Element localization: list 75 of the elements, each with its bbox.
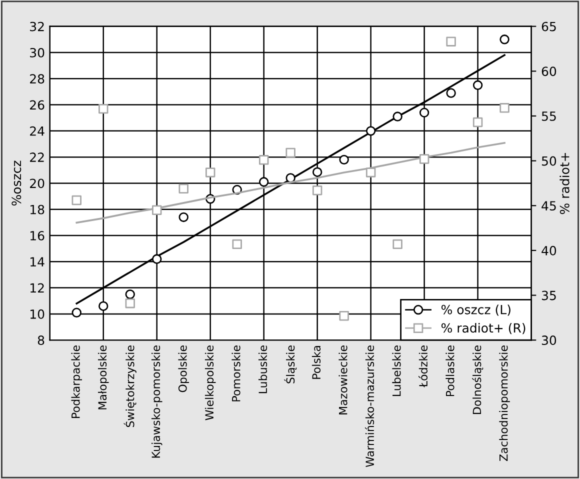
- x-tick-label: Łódzkie: [418, 346, 428, 388]
- x-tick-label: Opolskie: [178, 346, 189, 392]
- y2-tick-label: 55: [542, 112, 556, 121]
- point: [446, 88, 456, 98]
- point: [312, 167, 322, 177]
- x-tick-label: Lubuskie: [258, 346, 268, 394]
- y-tick-label: 10: [30, 309, 44, 319]
- x-tick-label: Warmińsko-mazurskie: [364, 346, 374, 468]
- y-axis-title: %oszcz: [12, 160, 22, 206]
- x-tick-label: Podlaskie: [446, 346, 454, 396]
- point: [312, 186, 322, 196]
- x-tick-label: Mazowieckie: [338, 346, 348, 414]
- line-series: [76, 142, 506, 224]
- y2-tick-label: 65: [542, 22, 556, 32]
- y2-tick-label: 40: [542, 246, 556, 256]
- x-tick-label: Śląskie: [284, 346, 297, 384]
- y2-tick-label: 35: [542, 290, 556, 300]
- point: [72, 195, 82, 206]
- y-tick-label: 18: [30, 204, 44, 214]
- point: [366, 168, 376, 178]
- y-tick-label: 30: [30, 48, 44, 58]
- y2-tick-label: 50: [542, 156, 556, 166]
- x-tick-label: Świętokrzyskie: [124, 346, 136, 427]
- point: [125, 298, 135, 308]
- x-tick-label: Dolnośląskie: [472, 346, 484, 414]
- point: [98, 301, 108, 311]
- point: [178, 184, 188, 194]
- point: [472, 117, 483, 128]
- y-tick-label: 14: [30, 257, 44, 266]
- x-tick-label: Pomorskie: [232, 346, 240, 402]
- y-tick-label: 20: [30, 178, 44, 188]
- point: [258, 177, 269, 187]
- y-tick-label: 28: [30, 74, 44, 84]
- point: [419, 154, 430, 164]
- point: [152, 254, 162, 264]
- y-tick-label: 26: [30, 100, 44, 110]
- point: [339, 311, 349, 321]
- x-tick-label: Małopolskie: [98, 346, 109, 410]
- point: [500, 103, 510, 113]
- y-tick-label: 8: [38, 336, 44, 346]
- point: [125, 289, 135, 300]
- point: [446, 36, 456, 46]
- y2-tick-label: 45: [542, 201, 556, 211]
- point: [392, 239, 402, 250]
- point: [258, 155, 269, 165]
- x-tick-label: Polska: [312, 346, 321, 379]
- point: [232, 239, 242, 250]
- y-tick-label: 22: [30, 152, 44, 162]
- x-tick-label: Wielkopolskie: [204, 346, 216, 420]
- y2-tick-label: 60: [542, 66, 556, 76]
- point: [366, 126, 376, 136]
- point: [392, 112, 402, 122]
- point: [286, 173, 296, 183]
- y-tick-label: 32: [30, 22, 44, 32]
- point: [98, 104, 108, 114]
- point: [152, 205, 162, 215]
- point: [419, 108, 430, 118]
- y2-axis-title: % radiot+: [560, 153, 570, 214]
- y2-tick-label: 30: [542, 336, 556, 346]
- x-tick-label: Zachodniopomorskie: [499, 346, 510, 461]
- point: [178, 212, 188, 222]
- point: [72, 308, 82, 318]
- legend-label: % radiot+ (R): [441, 322, 526, 334]
- legend-label: % oszcz (L): [441, 304, 510, 316]
- x-tick-label: Podkarpackie: [71, 346, 82, 418]
- point: [286, 148, 296, 158]
- x-tick-label: Kujawsko-pomorskie: [151, 346, 162, 458]
- point: [472, 80, 483, 90]
- y-tick-label: 16: [30, 230, 44, 240]
- y-tick-label: 24: [30, 126, 44, 136]
- point: [205, 168, 216, 178]
- y-tick-label: 12: [30, 283, 44, 293]
- point: [500, 34, 510, 44]
- x-tick-label: Lubelskie: [392, 346, 401, 396]
- point: [339, 154, 349, 165]
